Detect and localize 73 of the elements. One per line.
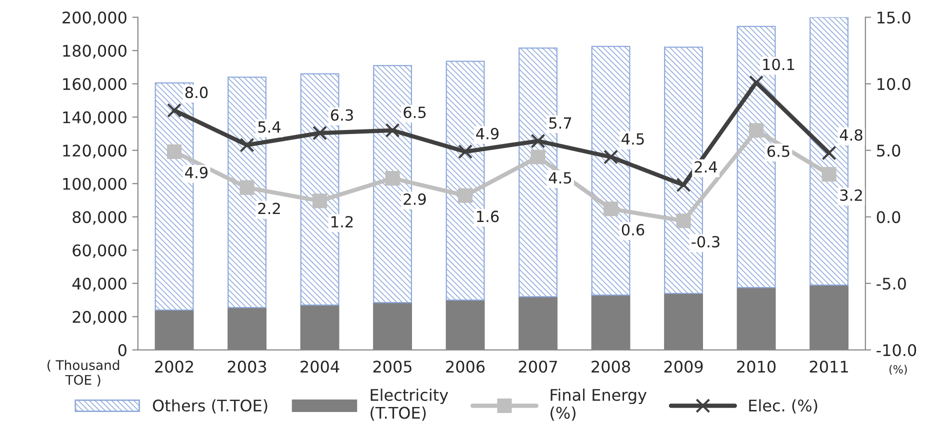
data-label: 6.5 — [404, 106, 426, 118]
point — [603, 150, 618, 164]
data-label: 8.0 — [185, 86, 208, 98]
data-label: 2.4 — [694, 161, 718, 172]
data-label: 4.9 — [185, 166, 208, 178]
data-label: 0.6 — [622, 224, 644, 236]
data-label: 2.9 — [404, 193, 426, 205]
data-label: 1.6 — [477, 210, 499, 222]
data-label: 4.8 — [840, 129, 862, 141]
legend-label: Final Energy (%) — [550, 388, 647, 421]
point — [748, 123, 764, 138]
y2-tick-label: 10.0 — [878, 78, 910, 90]
point — [676, 178, 691, 192]
data-label: 4.5 — [622, 133, 644, 145]
point — [748, 75, 764, 90]
data-label: 10.1 — [763, 58, 794, 70]
point — [822, 166, 836, 182]
y-tick-label: 100,000 — [63, 178, 126, 192]
y-tick-label: 200,000 — [62, 11, 126, 26]
y-tick-label: 60,000 — [72, 244, 126, 258]
data-label: 6.5 — [767, 145, 790, 158]
point — [312, 126, 328, 140]
point — [166, 144, 182, 159]
x-tick-label: 2008 — [592, 360, 630, 373]
legend-label: Elec. (%) — [749, 399, 818, 414]
y-tick-label: 40,000 — [72, 278, 126, 292]
data-label: 5.4 — [258, 121, 281, 133]
y-tick-label: 160,000 — [63, 78, 126, 92]
y-tick-label: 0 — [118, 344, 126, 356]
data-label: -0.3 — [692, 236, 720, 248]
x-tick-label: 2005 — [373, 360, 412, 373]
data-label: 6.3 — [330, 109, 353, 121]
point — [385, 170, 400, 186]
data-label: 1.2 — [332, 216, 353, 228]
point — [385, 123, 400, 138]
y2-tick-label: 5.0 — [877, 144, 900, 157]
x-tick-label: 2004 — [300, 360, 340, 373]
point — [676, 214, 691, 228]
point — [458, 144, 473, 159]
point — [603, 202, 618, 216]
y2-tick-label: 0.0 — [876, 211, 900, 224]
point — [530, 134, 546, 148]
x-tick-label: 2007 — [518, 360, 557, 373]
point — [166, 103, 182, 118]
point — [312, 194, 328, 208]
y2-tick-label: -10.0 — [876, 344, 916, 356]
point — [240, 180, 254, 195]
data-label: 4.9 — [476, 128, 499, 140]
y2-axis-title: (%) — [889, 364, 907, 375]
y-tick-label: 120,000 — [63, 144, 126, 158]
x-tick-label: 2011 — [810, 360, 848, 373]
y2-tick-label: 15.0 — [878, 11, 910, 24]
y-tick-label: 140,000 — [63, 111, 126, 125]
point — [822, 146, 836, 160]
x-tick-label: 2003 — [228, 360, 266, 373]
x-tick-label: 2006 — [446, 360, 485, 373]
y-tick-label: 20,000 — [72, 310, 126, 325]
data-label: 5.7 — [549, 117, 572, 129]
data-label: 3.2 — [840, 189, 862, 201]
x-tick-label: 2010 — [737, 360, 776, 373]
y-tick-label: 180,000 — [63, 44, 126, 58]
y-tick-label: 80,000 — [72, 211, 126, 225]
y-axis-title: ( Thousand TOE ) — [48, 360, 120, 386]
legend-label: Electricity (T.TOE) — [370, 388, 448, 421]
point — [240, 138, 254, 152]
legend-label: Others (T.TOE) — [152, 399, 268, 414]
x-tick-label: 2002 — [155, 360, 193, 373]
data-label: 4.5 — [548, 172, 572, 184]
data-label: 2.2 — [258, 202, 280, 214]
y2-tick-label: -5.0 — [876, 278, 906, 290]
point — [530, 150, 546, 164]
x-tick-label: 2009 — [664, 360, 703, 373]
point — [458, 188, 473, 203]
